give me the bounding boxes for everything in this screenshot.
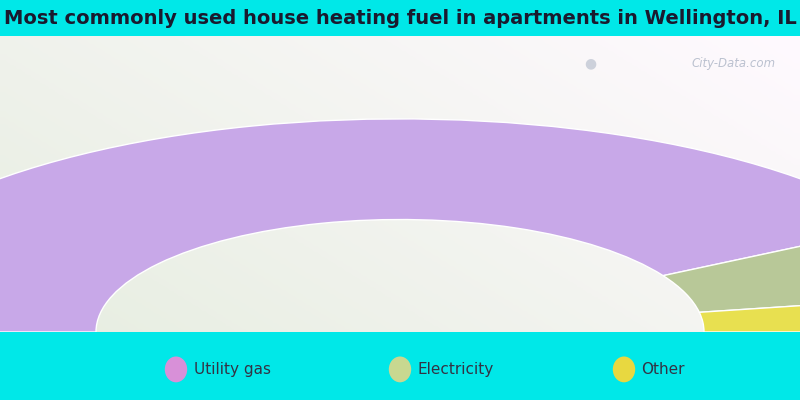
Wedge shape [699, 295, 800, 332]
Text: Utility gas: Utility gas [194, 362, 270, 377]
Text: Electricity: Electricity [418, 362, 494, 377]
Text: City-Data.com: City-Data.com [692, 57, 776, 70]
Ellipse shape [613, 356, 635, 382]
Text: Other: Other [642, 362, 685, 377]
Wedge shape [663, 225, 800, 312]
Ellipse shape [389, 356, 411, 382]
Text: ●: ● [584, 57, 596, 71]
Text: Most commonly used house heating fuel in apartments in Wellington, IL: Most commonly used house heating fuel in… [4, 8, 796, 28]
Wedge shape [0, 119, 800, 332]
Ellipse shape [165, 356, 187, 382]
